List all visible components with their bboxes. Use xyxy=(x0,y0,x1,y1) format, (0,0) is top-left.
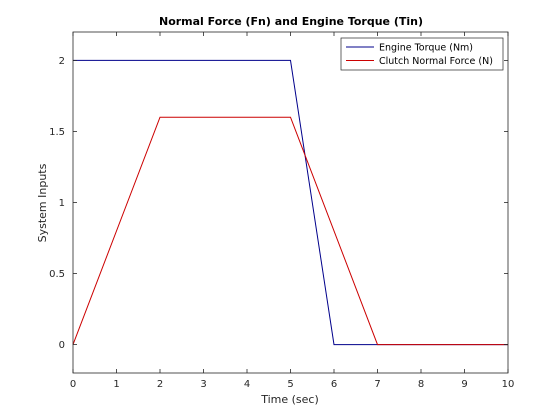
y-tick-label: 0.5 xyxy=(49,269,65,280)
legend: Engine Torque (Nm) Clutch Normal Force (N… xyxy=(340,37,504,71)
x-axis-label: Time (sec) xyxy=(260,393,319,406)
x-tick-label: 5 xyxy=(287,379,293,390)
x-tick-label: 7 xyxy=(374,379,380,390)
x-tick-label: 4 xyxy=(244,379,250,390)
y-axis-label: System Inputs xyxy=(36,163,49,242)
y-tick-label: 0 xyxy=(59,340,65,351)
x-tick-label: 2 xyxy=(157,379,163,390)
legend-label-1: Engine Torque (Nm) xyxy=(379,43,473,54)
y-tick-label: 2 xyxy=(59,56,65,67)
legend-box xyxy=(340,37,504,71)
y-tick-label: 1.5 xyxy=(49,127,65,138)
series-layer xyxy=(72,59,508,346)
series-line-2 xyxy=(72,116,508,346)
legend-label-2: Clutch Normal Force (N) xyxy=(379,56,493,67)
x-tick-label: 1 xyxy=(113,379,119,390)
x-tick-label: 6 xyxy=(331,379,337,390)
legend-items: Engine Torque (Nm) Clutch Normal Force (N… xyxy=(346,43,493,67)
plot-area xyxy=(73,32,508,373)
x-tick-label: 3 xyxy=(200,379,206,390)
x-axis: 0 1 2 3 4 5 6 7 8 9 10 xyxy=(70,32,515,390)
y-tick-label: 1 xyxy=(59,198,65,209)
chart-title: Normal Force (Fn) and Engine Torque (Tin… xyxy=(159,15,423,28)
x-tick-label: 10 xyxy=(502,379,515,390)
x-tick-label: 8 xyxy=(418,379,424,390)
x-tick-label: 9 xyxy=(461,379,467,390)
x-tick-label: 0 xyxy=(70,379,76,390)
y-axis: 0 0.5 1 1.5 2 xyxy=(49,56,508,351)
